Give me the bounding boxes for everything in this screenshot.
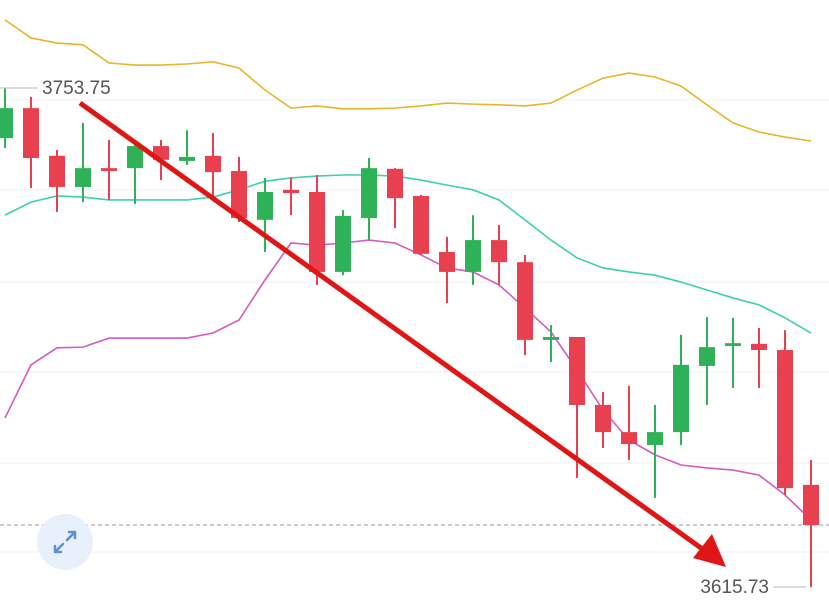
candle-body [647, 432, 663, 446]
band-line [4, 239, 812, 521]
candle-body [23, 108, 39, 159]
candle-body [75, 168, 91, 187]
candle-body [543, 337, 559, 340]
plot [0, 19, 829, 588]
candle-body [283, 189, 299, 194]
candle-body [673, 364, 689, 433]
candle-body [179, 156, 195, 161]
candle-body [491, 240, 507, 263]
high-label: 3753.75 [42, 78, 111, 99]
low-label: 3615.73 [700, 577, 769, 598]
candle-body [595, 404, 611, 433]
candle-body [127, 146, 143, 169]
band-line [4, 19, 812, 142]
candle-body [725, 343, 741, 347]
candle-body [803, 484, 819, 526]
candle-body [387, 168, 403, 199]
trend-arrow-head [693, 534, 726, 567]
grid [0, 99, 829, 553]
candle-body [101, 168, 117, 172]
band-line [4, 174, 812, 334]
candle-body [309, 192, 325, 272]
candle-body [699, 347, 715, 366]
candle-body [777, 350, 793, 489]
candle-body [205, 155, 221, 173]
candle-body [517, 262, 533, 340]
candle-body [439, 252, 455, 272]
candle-body [49, 155, 65, 187]
expand-button[interactable] [37, 514, 93, 570]
trend-arrow [78, 100, 710, 556]
candle-body [465, 240, 481, 272]
candle-body [751, 343, 767, 351]
candle-body [0, 108, 13, 139]
candle-body [257, 192, 273, 220]
candle-body [621, 432, 637, 445]
candle-body [335, 215, 351, 272]
candle-body [569, 337, 585, 405]
expand-icon[interactable] [53, 530, 77, 554]
expand-button-bg[interactable] [37, 514, 93, 570]
candle-body [231, 171, 247, 219]
candle-body [361, 168, 377, 219]
candle-body [413, 195, 429, 254]
